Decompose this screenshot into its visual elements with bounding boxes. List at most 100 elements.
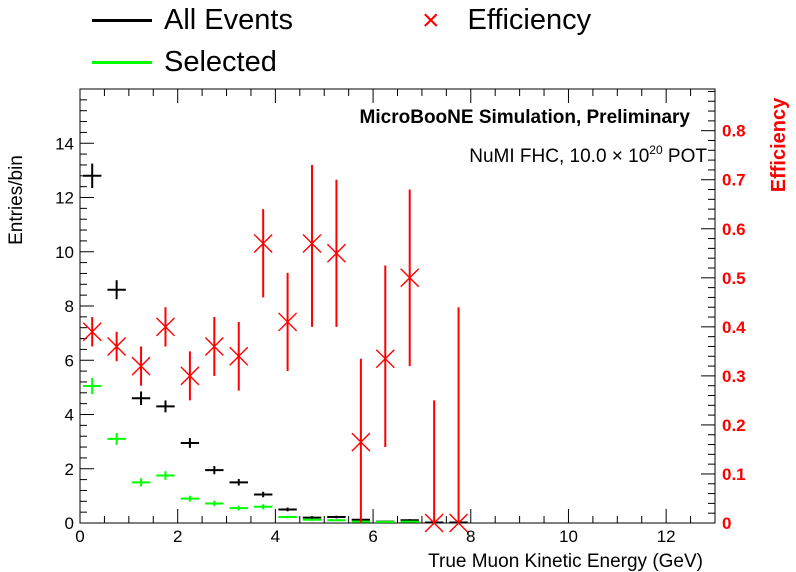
- x-tick-label: 10: [559, 527, 578, 546]
- selected-point: [156, 471, 175, 480]
- efficiency-marker: [302, 233, 322, 253]
- selected-point: [253, 504, 273, 510]
- x-tick-label: 6: [368, 527, 377, 546]
- y2-tick-label: 0.8: [722, 122, 746, 141]
- x-axis-label: True Muon Kinetic Energy (GeV): [428, 551, 703, 572]
- efficiency-point: [449, 307, 469, 533]
- efficiency-marker: [278, 312, 298, 332]
- y2-tick-label: 0.2: [722, 416, 746, 435]
- efficiency-marker: [424, 513, 444, 533]
- efficiency-point: [82, 317, 102, 347]
- pot-prefix: NuMI FHC, 10.0 × 10: [469, 146, 649, 167]
- all-events-point: [302, 516, 322, 519]
- legend-line-selected: [92, 61, 152, 64]
- efficiency-marker: [131, 356, 151, 376]
- axis-ticks: [79, 88, 716, 524]
- efficiency-marker: [400, 268, 420, 288]
- efficiency-point: [204, 317, 224, 376]
- legend-item-efficiency: × Efficiency: [422, 4, 591, 37]
- efficiency-point: [400, 189, 420, 367]
- annotation-title: MicroBooNE Simulation, Preliminary: [360, 107, 691, 128]
- all-events-point: [107, 280, 126, 300]
- all-events-point: [83, 163, 102, 189]
- efficiency-marker: [449, 513, 469, 533]
- x-tick-label: 2: [173, 527, 182, 546]
- axis-tick-labels: 0 2 4 6 8 10 12 0 2 4 6 8 10 12 14 0 0.1 0.2 0.3 0.4 0.5 0.6 0…: [55, 122, 746, 546]
- selected-point: [205, 500, 224, 507]
- y-tick-label: 0: [65, 514, 74, 533]
- all-events-point: [278, 507, 297, 512]
- data-marks: [82, 163, 469, 533]
- efficiency-point: [229, 321, 249, 391]
- y-tick-label: 12: [55, 189, 74, 208]
- selected-point: [83, 377, 102, 395]
- efficiency-point: [326, 179, 346, 327]
- all-events-point: [253, 491, 273, 498]
- legend-marker-efficiency: ×: [422, 3, 440, 37]
- x-tick-label: 4: [271, 527, 280, 546]
- efficiency-marker: [326, 243, 346, 263]
- all-events-point: [327, 515, 346, 519]
- efficiency-point: [351, 358, 371, 523]
- y2-axis-label: Efficiency: [768, 97, 790, 192]
- legend-label-all-events: All Events: [164, 4, 293, 36]
- x-tick-label: 12: [657, 527, 676, 546]
- efficiency-point: [253, 209, 273, 298]
- efficiency-marker: [82, 322, 102, 342]
- selected-point: [229, 505, 248, 511]
- x-tick-label: 8: [466, 527, 475, 546]
- all-events-point: [205, 466, 224, 475]
- y-axis-label: Entries/bin: [6, 155, 27, 245]
- selected-point: [107, 432, 126, 445]
- y2-tick-label: 0.4: [722, 318, 746, 337]
- y-tick-label: 4: [65, 406, 74, 425]
- legend-label-efficiency: Efficiency: [467, 4, 592, 36]
- efficiency-point: [278, 272, 298, 371]
- selected-point: [376, 520, 395, 523]
- y2-tick-label: 0.7: [722, 171, 746, 190]
- y2-tick-label: 0: [722, 514, 731, 533]
- efficiency-point: [155, 307, 175, 347]
- selected-point: [278, 515, 297, 519]
- legend-line-all-events: [92, 19, 152, 22]
- pot-suffix: POT: [663, 146, 708, 167]
- y-tick-label: 2: [65, 460, 74, 479]
- efficiency-marker: [107, 336, 127, 356]
- y2-tick-label: 0.6: [722, 220, 746, 239]
- y-tick-label: 8: [65, 297, 74, 316]
- efficiency-marker: [253, 233, 273, 253]
- efficiency-marker: [229, 346, 249, 366]
- efficiency-point: [107, 331, 127, 362]
- all-events-point: [156, 400, 175, 413]
- efficiency-marker: [155, 317, 175, 337]
- efficiency-marker: [351, 432, 371, 452]
- all-events-point: [131, 391, 151, 406]
- selected-point: [327, 519, 346, 522]
- efficiency-point: [375, 265, 395, 447]
- efficiency-point: [302, 165, 322, 327]
- legend-item-all-events: All Events: [92, 4, 293, 37]
- selected-point: [400, 520, 419, 523]
- efficiency-point: [424, 400, 444, 533]
- efficiency-marker: [375, 349, 395, 369]
- y2-tick-label: 0.1: [722, 465, 746, 484]
- efficiency-point: [131, 346, 151, 386]
- legend-item-selected: Selected: [92, 46, 277, 79]
- annotation-pot: NuMI FHC, 10.0 × 1020 POT: [469, 143, 707, 167]
- x-tick-label: 0: [75, 527, 84, 546]
- efficiency-marker: [204, 336, 224, 356]
- selected-point: [131, 478, 151, 487]
- y-tick-label: 10: [55, 243, 74, 262]
- all-events-point: [229, 479, 248, 486]
- efficiency-point: [180, 351, 200, 401]
- y-tick-label: 6: [65, 351, 74, 370]
- pot-exponent: 20: [649, 143, 663, 157]
- y2-tick-label: 0.3: [722, 367, 746, 386]
- legend-label-selected: Selected: [164, 46, 277, 78]
- selected-point: [180, 495, 200, 502]
- y-tick-label: 14: [55, 134, 74, 153]
- y2-tick-label: 0.5: [722, 269, 746, 288]
- selected-point: [302, 518, 322, 521]
- efficiency-marker: [180, 366, 200, 386]
